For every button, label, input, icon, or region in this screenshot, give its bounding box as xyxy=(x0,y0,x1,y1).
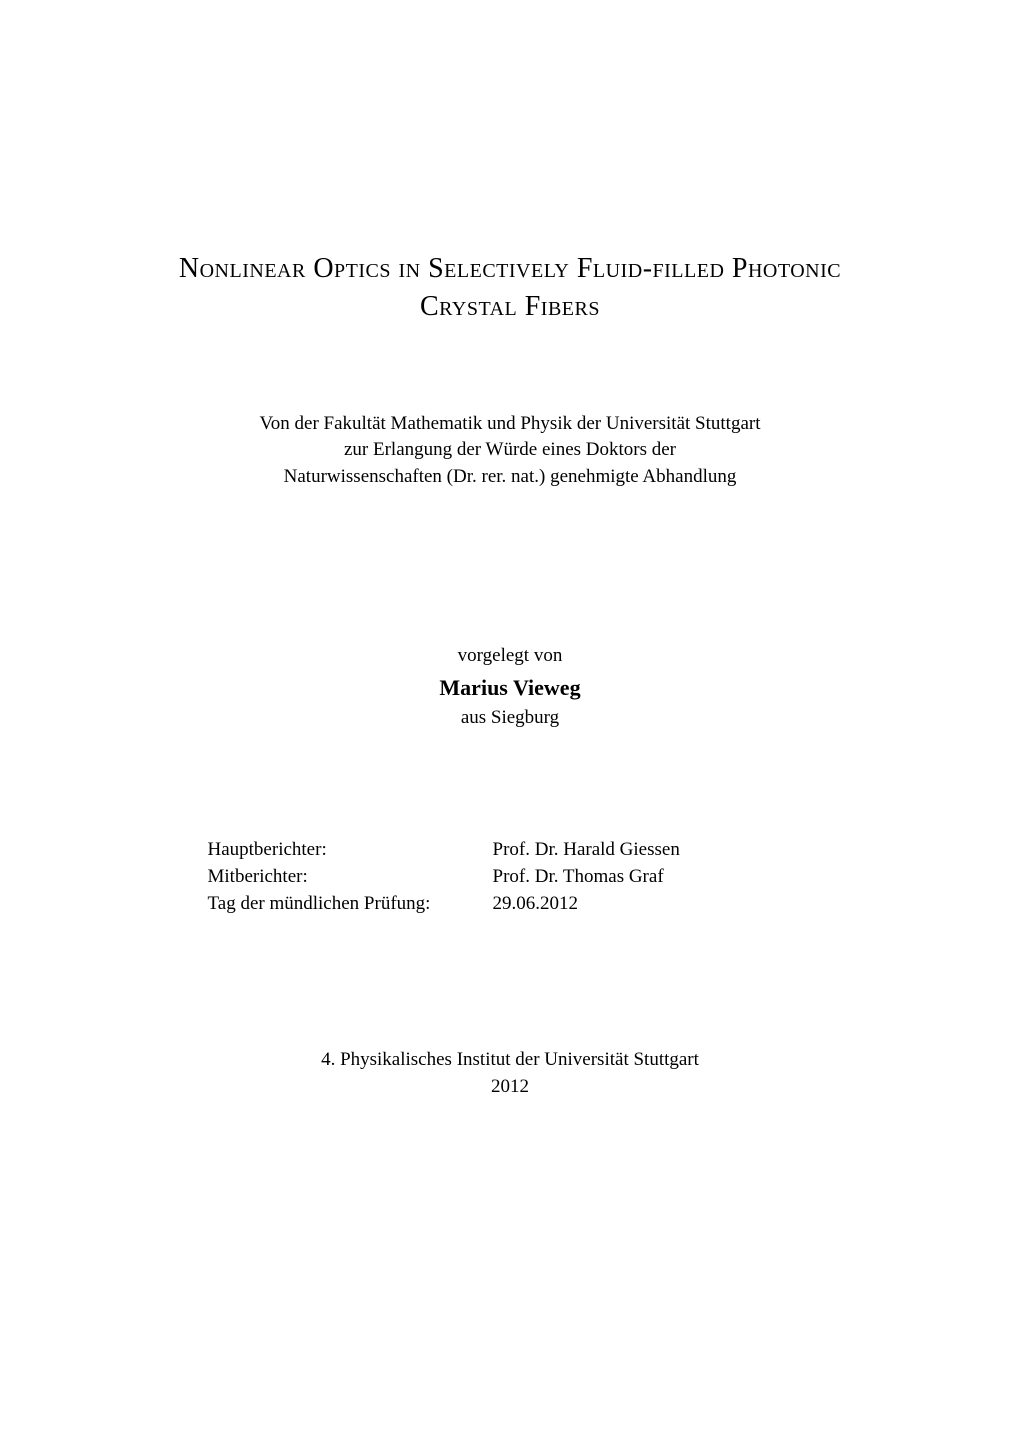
committee-label-main-referee: Hauptberichter: xyxy=(208,837,493,864)
committee-row: Hauptberichter: Prof. Dr. Harald Giessen xyxy=(208,837,813,864)
thesis-title: Nonlinear Optics in Selectively Fluid-fi… xyxy=(95,250,925,326)
committee-label-exam-date: Tag der mündlichen Prüfung: xyxy=(208,891,493,918)
subtitle-line-2: zur Erlangung der Würde eines Doktors de… xyxy=(344,439,676,460)
committee-block: Hauptberichter: Prof. Dr. Harald Giessen… xyxy=(208,837,813,917)
committee-row: Mitberichter: Prof. Dr. Thomas Graf xyxy=(208,864,813,891)
subtitle-line-1: Von der Fakultät Mathematik und Physik d… xyxy=(260,413,761,434)
title-line-2: Crystal Fibers xyxy=(420,291,600,322)
author-block: vorgelegt von Marius Vieweg aus Siegburg xyxy=(95,645,925,729)
institute-name: 4. Physikalisches Institut der Universit… xyxy=(321,1049,699,1070)
title-line-1: Nonlinear Optics in Selectively Fluid-fi… xyxy=(179,253,841,284)
committee-value-co-referee: Prof. Dr. Thomas Graf xyxy=(493,864,813,891)
committee-row: Tag der mündlichen Prüfung: 29.06.2012 xyxy=(208,891,813,918)
committee-label-co-referee: Mitberichter: xyxy=(208,864,493,891)
approval-statement: Von der Fakultät Mathematik und Physik d… xyxy=(95,411,925,491)
year: 2012 xyxy=(491,1076,529,1097)
subtitle-line-3: Naturwissenschaften (Dr. rer. nat.) gene… xyxy=(284,466,737,487)
committee-value-exam-date: 29.06.2012 xyxy=(493,891,813,918)
title-page: Nonlinear Optics in Selectively Fluid-fi… xyxy=(0,0,1020,1442)
author-origin: aus Siegburg xyxy=(95,707,925,729)
committee-value-main-referee: Prof. Dr. Harald Giessen xyxy=(493,837,813,864)
author-name: Marius Vieweg xyxy=(95,675,925,701)
affiliation-block: 4. Physikalisches Institut der Universit… xyxy=(95,1047,925,1100)
submitted-by-label: vorgelegt von xyxy=(95,645,925,667)
